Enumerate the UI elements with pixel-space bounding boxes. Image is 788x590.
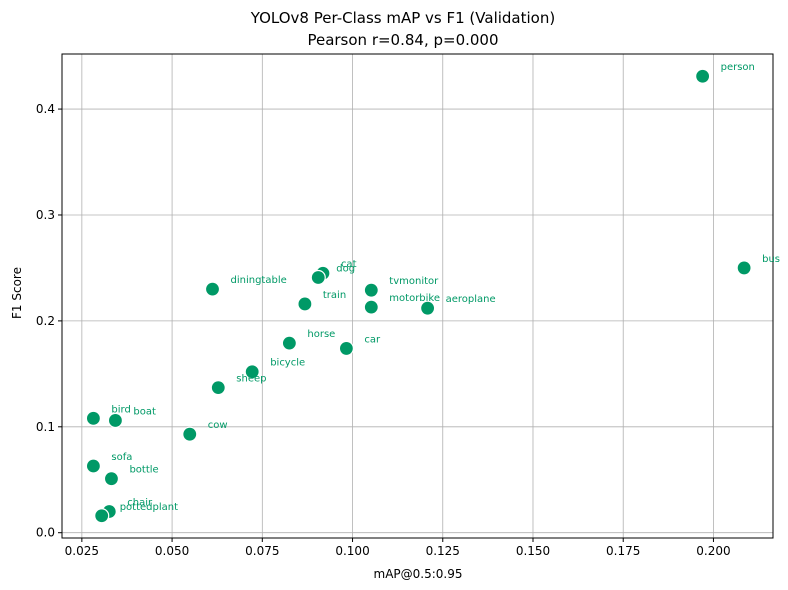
point-label-cow: cow	[208, 420, 228, 431]
x-tick-label: 0.125	[426, 544, 460, 558]
point-label-dog: dog	[336, 263, 355, 274]
x-tick-label: 0.175	[606, 544, 640, 558]
x-tick-label: 0.075	[245, 544, 279, 558]
data-point-tvmonitor	[363, 282, 379, 298]
point-label-horse: horse	[307, 329, 335, 340]
x-tick-label: 0.200	[696, 544, 730, 558]
point-label-train: train	[323, 290, 346, 301]
chart-title: YOLOv8 Per-Class mAP vs F1 (Validation)	[250, 9, 555, 27]
data-point-car	[338, 340, 354, 357]
data-point-bus	[736, 260, 752, 276]
point-label-car: car	[364, 334, 381, 345]
point-label-cat: cat	[341, 259, 357, 270]
point-label-aeroplane: aeroplane	[446, 294, 496, 305]
y-tick-label: 0.1	[36, 420, 55, 434]
data-point-pottedplant	[94, 508, 110, 524]
y-tick-label: 0.3	[36, 208, 55, 222]
grid-layer	[62, 54, 773, 538]
y-tick-label: 0.2	[36, 314, 55, 328]
point-label-motorbike: motorbike	[389, 293, 440, 304]
point-label-bird: bird	[111, 404, 130, 415]
data-point-dog	[310, 269, 326, 286]
data-point-boat	[107, 412, 124, 429]
point-label-sheep: sheep	[236, 374, 266, 385]
data-point-cow	[182, 426, 198, 442]
axes-frame	[61, 53, 774, 539]
data-point-aeroplane	[420, 300, 436, 316]
data-point-motorbike	[363, 299, 379, 315]
data-point-diningtable	[204, 281, 221, 297]
point-label-chair: chair	[127, 498, 153, 509]
point-label-pottedplant: pottedplant	[120, 502, 178, 513]
data-point-sheep	[210, 380, 226, 396]
data-point-horse	[281, 335, 297, 351]
point-label-bus: bus	[762, 254, 780, 265]
y-tick-label: 0.4	[36, 102, 55, 116]
data-point-bird	[85, 410, 101, 426]
chart-subtitle: Pearson r=0.84, p=0.000	[307, 31, 498, 49]
data-point-bicycle	[244, 364, 260, 380]
x-tick-label: 0.050	[155, 544, 189, 558]
x-axis-label: mAP@0.5:0.95	[374, 567, 463, 581]
point-label-boat: boat	[133, 406, 156, 417]
y-axis-label: F1 Score	[10, 267, 24, 319]
x-tick-label: 0.100	[335, 544, 369, 558]
point-label-tvmonitor: tvmonitor	[389, 276, 439, 287]
point-label-person: person	[721, 62, 755, 73]
data-point-sofa	[85, 458, 101, 474]
y-tick-label: 0.0	[36, 526, 55, 540]
points-layer	[85, 68, 752, 524]
tick-layer: 0.025 0.050 0.075 0.100 0.125 0.150 0.175 0.200…	[36, 102, 731, 558]
data-point-bottle	[103, 471, 120, 487]
point-label-bottle: bottle	[129, 465, 158, 476]
point-label-bicycle: bicycle	[270, 358, 305, 369]
x-tick-label: 0.025	[65, 544, 99, 558]
x-tick-label: 0.150	[516, 544, 550, 558]
point-label-diningtable: diningtable	[231, 275, 287, 286]
data-point-person	[695, 68, 711, 84]
data-point-train	[297, 296, 313, 312]
plot-frame	[61, 53, 774, 539]
point-label-sofa: sofa	[111, 452, 132, 463]
